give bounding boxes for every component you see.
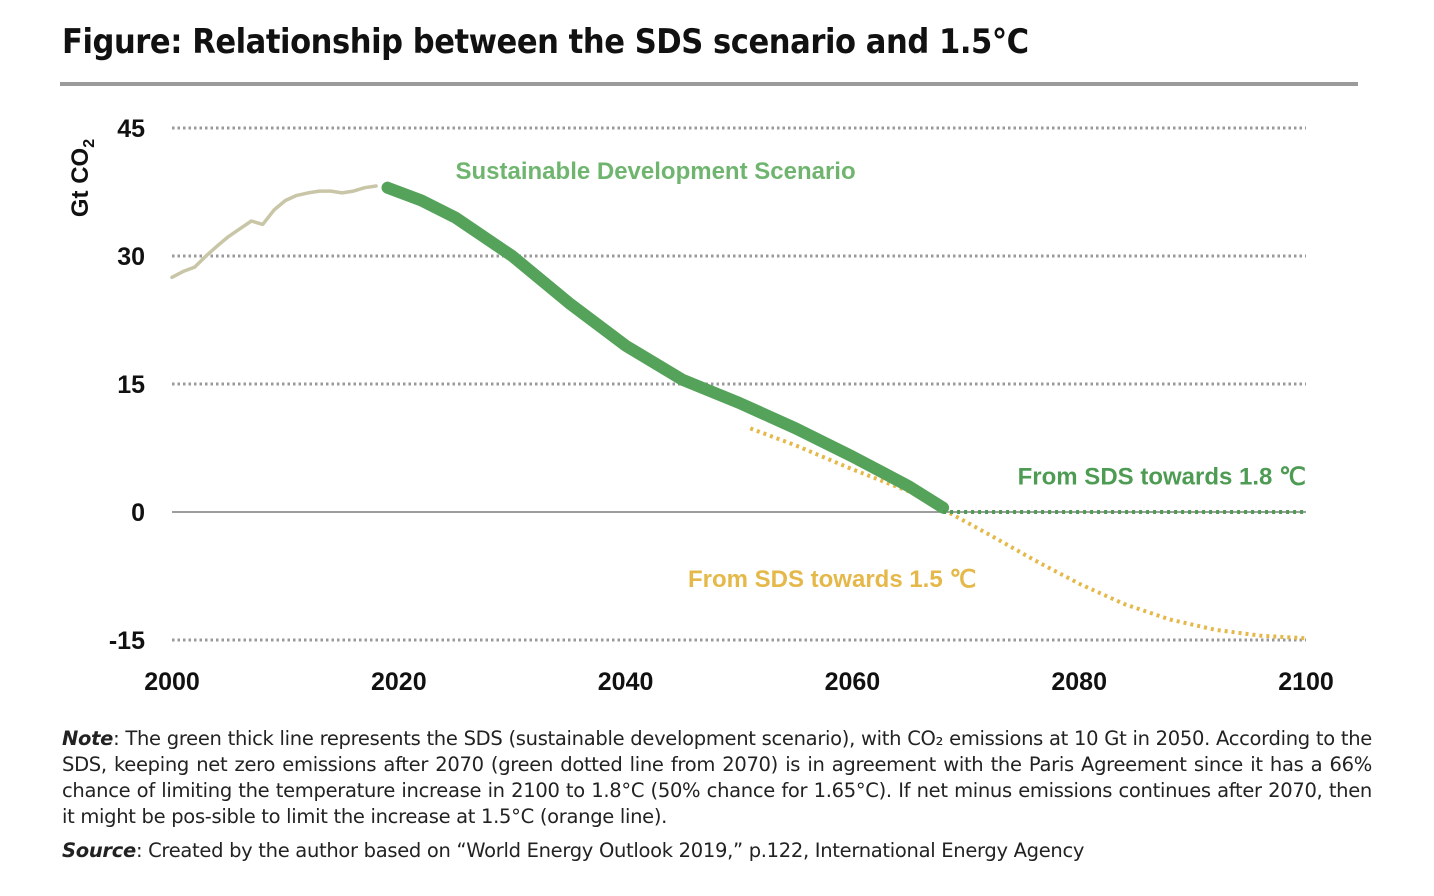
series-lines [170,181,1307,641]
title-divider [60,82,1358,86]
annotation-label-2: From SDS towards 1.5 ℃ [688,566,976,593]
y-tick-label: 30 [117,243,145,271]
y-tick-label: 15 [117,371,145,399]
annotation-label-1: From SDS towards 1.8 ℃ [1018,464,1306,491]
figure-title: Figure: Relationship between the SDS sce… [62,22,1029,62]
y-axis-label-subscript: 2 [81,139,98,148]
co2-emissions-chart: 45 30 15 0 -15 2000 2020 2040 2060 2080 2100 Sust… [67,115,1334,696]
figure-source: Source: Created by the author based on “… [62,838,1372,864]
x-tick-label: 2000 [144,668,200,696]
x-axis-ticks: 2000 2020 2040 2060 2080 2100 [144,668,1334,696]
y-tick-label: 0 [131,499,145,527]
grid-lines [172,126,1306,642]
x-tick-label: 2020 [371,668,427,696]
figure-note: Note: The green thick line represents th… [62,726,1372,830]
x-tick-label: 2040 [598,668,654,696]
x-tick-label: 2060 [825,668,881,696]
x-tick-label: 2080 [1051,668,1107,696]
series-line-1 [381,181,950,514]
series-line-0 [170,184,378,280]
y-tick-label: 45 [117,115,145,143]
y-axis-label: Gt CO2 [67,139,98,217]
y-axis-ticks: 45 30 15 0 -15 [109,115,145,655]
series-line-3 [749,426,1307,641]
y-axis-label-main: Gt CO [67,148,94,217]
x-tick-label: 2100 [1278,668,1334,696]
note-text: : The green thick line represents the SD… [62,727,1372,828]
annotation-label-0: Sustainable Development Scenario [456,158,856,185]
y-tick-label: -15 [109,627,145,655]
source-text: : Created by the author based on “World … [135,839,1085,862]
note-lead: Note [62,727,114,750]
source-lead: Source [62,839,136,862]
chart-annotations: Sustainable Development Scenario From SDS… [456,158,1307,593]
